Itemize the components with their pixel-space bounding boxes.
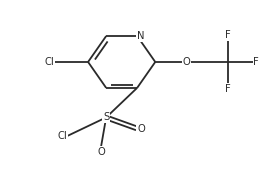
Text: Cl: Cl xyxy=(58,131,67,141)
Text: F: F xyxy=(225,30,230,40)
Text: N: N xyxy=(137,31,145,41)
Text: O: O xyxy=(137,123,145,133)
Text: S: S xyxy=(103,112,109,122)
Text: O: O xyxy=(97,147,105,157)
Text: F: F xyxy=(225,84,230,94)
Text: Cl: Cl xyxy=(45,57,54,67)
Text: O: O xyxy=(182,57,190,67)
Text: F: F xyxy=(253,57,259,67)
